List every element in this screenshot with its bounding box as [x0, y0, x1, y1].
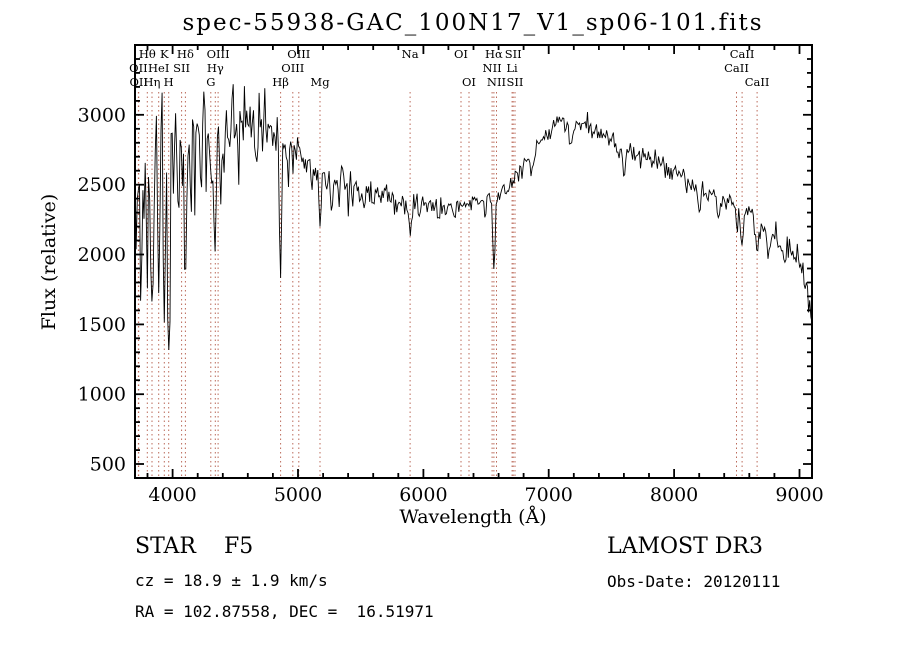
spectral-line-label: OII — [129, 61, 148, 75]
spectral-line-label: Hγ — [207, 61, 224, 75]
plot-content: 4000 5000 6000 7000 8000 9000 500 1000 1500 2000 2… — [78, 44, 824, 506]
spectrum-trace — [135, 84, 812, 351]
y-tick-label: 1000 — [78, 384, 126, 406]
spectral-line-label: NII — [487, 75, 506, 89]
spectral-line-label: Li — [506, 61, 518, 75]
y-tick-label: 2000 — [78, 244, 126, 266]
spectral-line-label: OI — [462, 75, 476, 89]
x-tick-label: 4000 — [148, 484, 196, 506]
x-tick-label: 9000 — [775, 484, 823, 506]
x-tick-label: 8000 — [650, 484, 698, 506]
spectral-line-label: HeI — [148, 61, 169, 75]
spectral-line-label: Hβ — [272, 75, 289, 89]
spectral-line-label: OIII — [207, 47, 230, 61]
spectral-line-label: Hα — [485, 47, 503, 61]
x-tick-label: 6000 — [399, 484, 447, 506]
y-tick-label: 500 — [90, 454, 126, 476]
spectral-line-label: OI — [454, 47, 468, 61]
ra-dec-label: RA = 102.87558, DEC = 16.51971 — [135, 602, 434, 621]
y-tick-label: 2500 — [78, 174, 126, 196]
plot-title: spec-55938-GAC_100N17_V1_sp06-101.fits — [182, 10, 763, 36]
spectral-line-label: SII — [505, 47, 522, 61]
spectral-line-markers — [137, 92, 758, 478]
axis-ticks: 4000 5000 6000 7000 8000 9000 500 1000 1500 2000 2… — [78, 45, 824, 506]
spectral-line-label: SII — [173, 61, 190, 75]
spectral-line-label: K — [160, 47, 169, 61]
survey-release-label: LAMOST DR3 — [607, 534, 763, 559]
spectral-line-label: NII — [483, 61, 502, 75]
axes-box — [134, 44, 813, 479]
spectral-line-label: Na — [402, 47, 419, 61]
cz-velocity-label: cz = 18.9 ± 1.9 km/s — [135, 571, 328, 590]
y-axis-label: Flux (relative) — [38, 194, 60, 331]
spectral-line-label: OII — [129, 75, 148, 89]
spectral-line-label: SII — [507, 75, 524, 89]
spectral-line-label: H — [164, 75, 174, 89]
spectral-line-label: Mg — [310, 75, 330, 89]
spectral-line-label: G — [206, 75, 215, 89]
object-type-label: STAR F5 — [135, 534, 254, 559]
spectral-line-label: OIII — [281, 61, 304, 75]
spectral-line-label: CaII — [745, 75, 770, 89]
spectral-line-label: CaII — [730, 47, 755, 61]
spectral-line-label: Hθ — [139, 47, 156, 61]
spectral-line-label: Hδ — [177, 47, 194, 61]
y-tick-label: 1500 — [78, 314, 126, 336]
spectral-line-label: CaII — [724, 61, 749, 75]
spectral-line-label: OIII — [287, 47, 310, 61]
x-tick-label: 7000 — [525, 484, 573, 506]
x-tick-label: 5000 — [274, 484, 322, 506]
x-axis-label: Wavelength (Å) — [399, 506, 546, 528]
obs-date-label: Obs-Date: 20120111 — [607, 572, 781, 591]
spectral-line-label: Hη — [144, 75, 161, 89]
y-tick-label: 3000 — [78, 104, 126, 126]
